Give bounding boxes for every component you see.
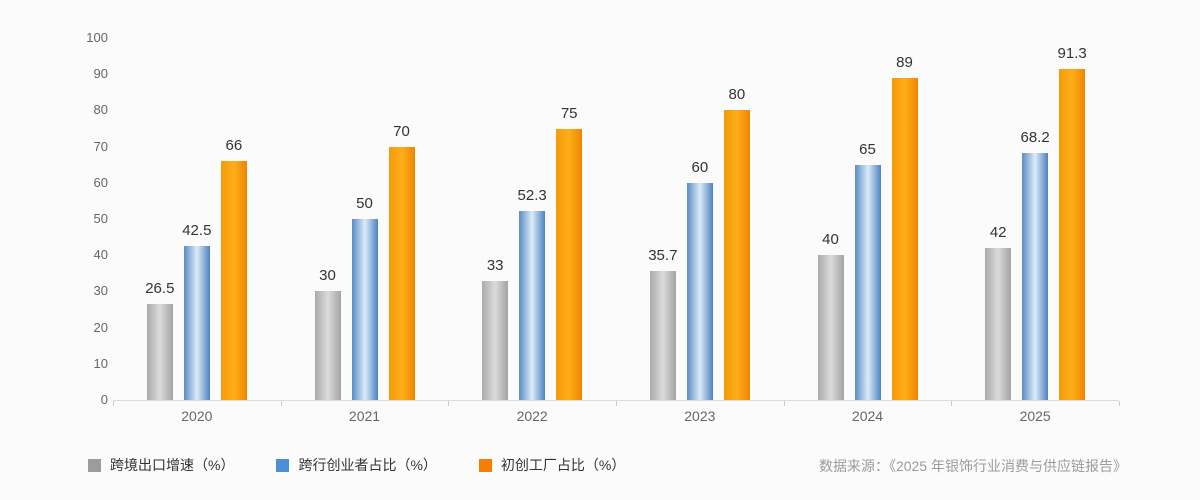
bar[interactable] — [146, 304, 173, 400]
bar[interactable] — [183, 246, 210, 400]
bar[interactable] — [519, 210, 546, 400]
x-tick-mark — [448, 401, 450, 406]
bar[interactable] — [985, 247, 1012, 400]
x-tick-label: 2021 — [348, 408, 381, 424]
bar-value-label: 33 — [486, 256, 504, 274]
bar[interactable] — [1059, 69, 1086, 400]
bar[interactable] — [817, 255, 844, 400]
x-tick-mark — [616, 401, 617, 406]
bar[interactable] — [891, 77, 918, 400]
bar[interactable] — [351, 219, 378, 400]
y-tick-label: 100 — [86, 30, 108, 45]
y-tick-label: 60 — [93, 174, 108, 190]
x-tick-mark — [951, 401, 953, 406]
bar-value-label: 26.5 — [145, 280, 175, 298]
data-source-note: 数据来源：《2025 年银饰行业消费与供应链报告》 — [818, 458, 1127, 474]
bar-value-label: 50 — [356, 195, 373, 212]
x-tick-mark — [113, 401, 114, 406]
x-tick-mark — [280, 401, 282, 406]
y-tick-label: 0 — [100, 392, 108, 407]
bar-value-label: 68.2 — [1020, 129, 1050, 147]
x-tick-label: 2020 — [181, 408, 213, 424]
bar[interactable] — [686, 182, 713, 400]
bar-value-label: 52.3 — [517, 186, 547, 204]
y-tick-label: 30 — [93, 283, 108, 299]
y-tick-label: 20 — [93, 319, 108, 335]
bar-value-label: 42 — [989, 223, 1007, 241]
legend: 跨境出口增速（%） 跨行创业者占比（%） 初创工厂占比（%） — [88, 455, 625, 475]
bar-value-label: 42.5 — [182, 222, 212, 240]
bar-value-label: 35.7 — [648, 246, 678, 264]
bar-value-label: 89 — [896, 53, 913, 71]
x-axis-line — [113, 400, 1119, 401]
bar[interactable] — [482, 280, 509, 400]
legend-swatch — [276, 458, 290, 472]
legend-label: 跨境出口增速（%） — [110, 457, 235, 473]
y-tick-label: 90 — [93, 66, 108, 82]
bar[interactable] — [723, 110, 750, 400]
legend-item[interactable]: 初创工厂占比（%） — [478, 455, 626, 475]
legend-swatch — [478, 458, 492, 472]
legend-label: 初创工厂占比（%） — [500, 457, 626, 473]
x-tick-label: 2024 — [851, 408, 884, 424]
legend-swatch — [88, 458, 101, 472]
bar[interactable] — [314, 291, 341, 400]
bar[interactable] — [556, 128, 583, 400]
legend-label: 跨行创业者占比（%） — [298, 457, 437, 473]
y-tick-label: 10 — [93, 355, 108, 371]
bar-value-label: 91.3 — [1057, 45, 1087, 63]
bar[interactable] — [388, 146, 415, 400]
bar-value-label: 30 — [319, 267, 336, 285]
bar-value-label: 65 — [859, 140, 876, 158]
bar-value-label: 40 — [822, 231, 839, 249]
bar[interactable] — [1022, 153, 1049, 400]
bar[interactable] — [649, 270, 676, 400]
y-tick-label: 80 — [93, 102, 108, 118]
legend-item[interactable]: 跨行创业者占比（%） — [276, 455, 437, 475]
y-tick-label: 40 — [93, 247, 108, 263]
y-tick-label: 50 — [93, 211, 108, 226]
x-tick-mark — [783, 401, 785, 406]
bar-value-label: 60 — [691, 158, 709, 176]
y-tick-label: 70 — [93, 138, 108, 154]
x-tick-label: 2025 — [1019, 408, 1051, 424]
legend-item[interactable]: 跨境出口增速（%） — [88, 455, 234, 475]
bar-value-label: 66 — [225, 137, 243, 155]
x-tick-label: 2022 — [516, 408, 548, 424]
bar[interactable] — [854, 164, 881, 400]
bar-value-label: 70 — [393, 122, 410, 140]
bar[interactable] — [220, 161, 247, 400]
bar-value-label: 80 — [728, 86, 746, 104]
bar-value-label: 75 — [560, 104, 578, 122]
x-tick-label: 2023 — [684, 408, 716, 424]
x-tick-mark — [1119, 401, 1120, 406]
